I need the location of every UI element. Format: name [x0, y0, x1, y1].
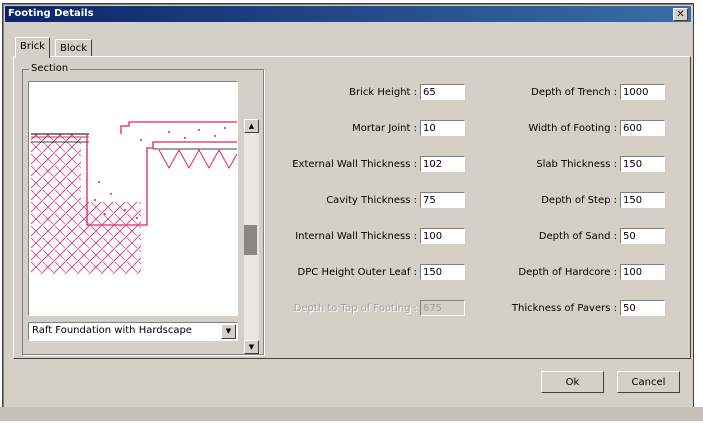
slab-thickness-field[interactable]: 150 — [620, 156, 665, 172]
tab-brick[interactable]: Brick — [15, 37, 51, 58]
label-mortar-joint: Mortar Joint : — [352, 123, 417, 134]
depth-to-top-of-footing-field: 675 — [420, 300, 465, 316]
label-slab-thickness: Slab Thickness : — [536, 159, 617, 170]
footing-outline — [86, 134, 237, 226]
label-internal-wall-thickness: Internal Wall Thickness : — [295, 231, 417, 242]
label-depth-of-sand: Depth of Sand : — [538, 231, 617, 242]
thickness-of-pavers-field[interactable]: 50 — [620, 300, 665, 316]
hardcore-zigzag — [158, 148, 238, 170]
label-cavity-thickness: Cavity Thickness : — [326, 195, 417, 206]
section-drawing — [28, 81, 238, 316]
wall-outline — [120, 121, 237, 134]
label-external-wall-thickness: External Wall Thickness : — [292, 159, 417, 170]
dialog-window: Footing Details ✕ Brick Block Section — [2, 3, 694, 409]
foundation-type-select[interactable]: Raft Foundation with Hardscape ▼ — [28, 322, 238, 341]
depth-of-step-field[interactable]: 150 — [620, 192, 665, 208]
label-depth-of-hardcore: Depth of Hardcore : — [518, 267, 617, 278]
soil-hatch-left — [31, 134, 81, 274]
label-dpc-height-outer-leaf: DPC Height Outer Leaf : — [297, 267, 417, 278]
mortar-joint-field[interactable]: 10 — [420, 120, 465, 136]
foundation-type-value: Raft Foundation with Hardscape — [32, 325, 192, 336]
close-icon: ✕ — [676, 9, 685, 20]
window-title: Footing Details — [8, 8, 94, 19]
label-width-of-footing: Width of Footing : — [528, 123, 617, 134]
section-group: Section — [22, 63, 264, 355]
concrete-dots — [94, 127, 226, 219]
external-wall-thickness-field[interactable]: 102 — [420, 156, 465, 172]
cancel-button[interactable]: Cancel — [617, 371, 680, 393]
arrow-up-icon[interactable]: ▲ — [244, 119, 259, 133]
brick-height-field[interactable]: 65 — [420, 84, 465, 100]
section-group-label: Section — [29, 63, 71, 74]
soil-hatch-bottom — [81, 202, 141, 274]
width-of-footing-field[interactable]: 600 — [620, 120, 665, 136]
tab-block[interactable]: Block — [55, 39, 93, 58]
drawing-scrollbar[interactable]: ▲ ▼ — [244, 119, 259, 354]
depth-of-trench-field[interactable]: 1000 — [620, 84, 665, 100]
window-bottom-edge — [0, 407, 703, 421]
chevron-down-icon[interactable]: ▼ — [221, 324, 236, 339]
title-bar[interactable]: Footing Details ✕ — [5, 6, 691, 22]
label-brick-height: Brick Height : — [349, 87, 417, 98]
label-depth-to-top-of-footing: Depth to Top of Footing : — [293, 303, 417, 314]
scrollbar-thumb[interactable] — [244, 225, 257, 255]
tab-brick-label: Brick — [20, 41, 46, 52]
tab-panel: Section — [13, 56, 691, 359]
cavity-thickness-field[interactable]: 75 — [420, 192, 465, 208]
internal-wall-thickness-field[interactable]: 100 — [420, 228, 465, 244]
dpc-height-outer-leaf-field[interactable]: 150 — [420, 264, 465, 280]
ok-button[interactable]: Ok — [541, 371, 604, 393]
label-depth-of-trench: Depth of Trench : — [531, 87, 617, 98]
arrow-down-icon[interactable]: ▼ — [244, 340, 259, 354]
label-thickness-of-pavers: Thickness of Pavers : — [511, 303, 617, 314]
label-depth-of-step: Depth of Step : — [541, 195, 617, 206]
depth-of-sand-field[interactable]: 50 — [620, 228, 665, 244]
close-button[interactable]: ✕ — [673, 8, 688, 21]
depth-of-hardcore-field[interactable]: 100 — [620, 264, 665, 280]
tab-block-label: Block — [60, 43, 88, 54]
